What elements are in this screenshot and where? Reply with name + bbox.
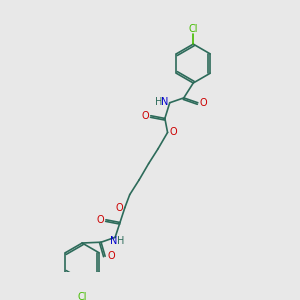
Text: O: O: [200, 98, 208, 108]
Text: O: O: [116, 202, 123, 213]
Text: N: N: [110, 236, 118, 246]
Text: O: O: [141, 111, 149, 121]
Text: O: O: [169, 128, 177, 137]
Text: Cl: Cl: [77, 292, 87, 300]
Text: N: N: [161, 97, 168, 107]
Text: O: O: [96, 215, 104, 225]
Text: O: O: [107, 251, 115, 261]
Text: H: H: [117, 236, 125, 246]
Text: H: H: [155, 97, 162, 107]
Text: Cl: Cl: [188, 24, 198, 34]
